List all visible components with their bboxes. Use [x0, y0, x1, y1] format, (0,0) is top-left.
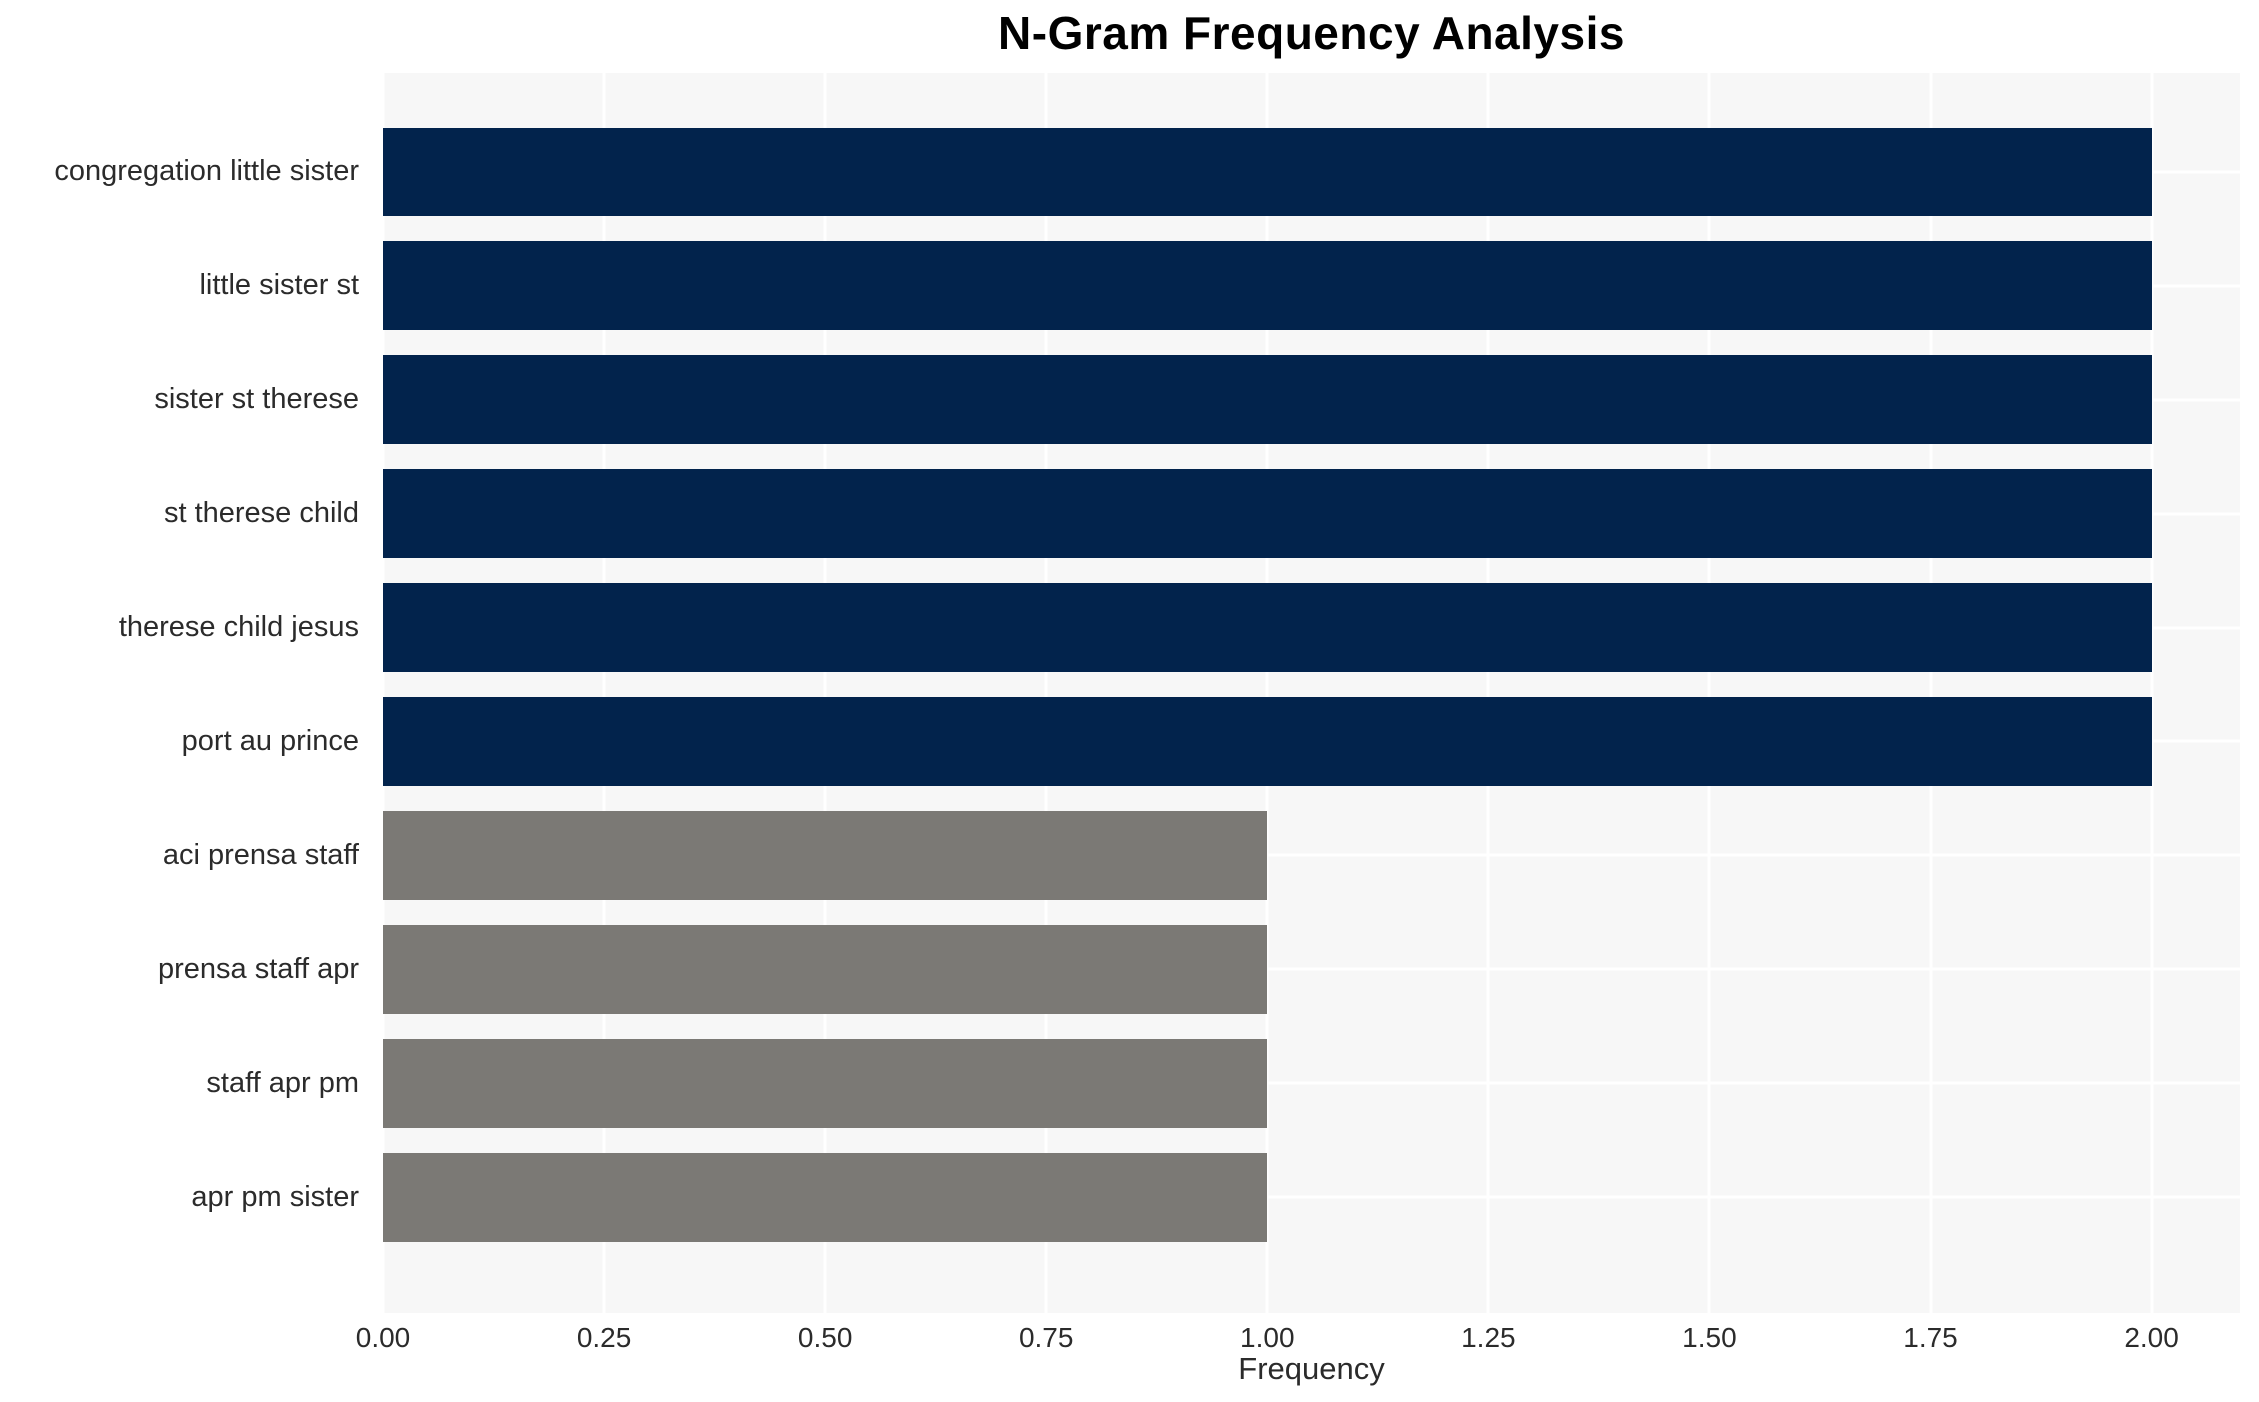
bar-row: staff apr pm: [0, 1026, 2240, 1140]
bar: [383, 697, 2152, 786]
bar-row: therese child jesus: [0, 571, 2240, 685]
gridline-vertical: [1929, 73, 1932, 1313]
bar-track: [383, 115, 2240, 229]
x-tick-label: 1.50: [1682, 1322, 1737, 1353]
x-tick-label: 0.75: [1018, 1322, 1074, 1353]
gridline-horizontal: [383, 853, 2240, 857]
bar-track: [383, 798, 2240, 912]
y-tick-label: congregation little sister: [54, 155, 359, 188]
bar-track: [383, 1140, 2240, 1254]
bar: [383, 355, 2152, 445]
bar-track: [383, 343, 2240, 457]
y-tick-label: apr pm sister: [191, 1180, 359, 1213]
y-tick-label: prensa staff apr: [158, 952, 359, 985]
bar-row: little sister st: [0, 229, 2240, 343]
bar-track: [383, 457, 2240, 571]
gridline-vertical: [1265, 73, 1269, 1313]
bar-track: [383, 912, 2240, 1026]
x-tick-label: 0.50: [797, 1322, 853, 1353]
bar-track: [383, 685, 2240, 799]
bar-track: [383, 1026, 2240, 1140]
gridline-horizontal: [383, 967, 2240, 971]
x-tick-label: 0.00: [355, 1322, 411, 1353]
bar-track: [383, 571, 2240, 685]
y-tick-label: sister st therese: [154, 383, 359, 416]
bar-row: prensa staff apr: [0, 912, 2240, 1026]
gridline-vertical: [823, 73, 827, 1313]
bar-track: [383, 229, 2240, 343]
y-tick-label: aci prensa staff: [162, 838, 359, 871]
bar-row: apr pm sister: [0, 1140, 2240, 1254]
gridline-vertical: [1486, 73, 1490, 1313]
bar-row: sister st therese: [0, 343, 2240, 457]
bar: [383, 924, 1268, 1014]
bar-row: port au prince: [0, 685, 2240, 799]
bar: [383, 127, 2152, 217]
x-tick-label: 1.00: [1240, 1322, 1295, 1353]
bar-row: aci prensa staff: [0, 798, 2240, 912]
gridline-vertical: [1707, 73, 1711, 1313]
bar: [383, 469, 2152, 559]
bar-row: congregation little sister: [0, 115, 2240, 229]
y-tick-label: therese child jesus: [118, 611, 359, 644]
gridline-vertical: [2150, 73, 2154, 1313]
y-tick-label: staff apr pm: [206, 1066, 359, 1099]
x-tick-label: 2.00: [2124, 1322, 2179, 1353]
gridline-horizontal: [383, 1081, 2240, 1085]
gridline-vertical: [602, 73, 606, 1313]
y-tick-label: port au prince: [181, 724, 359, 757]
bar-row: st therese child: [0, 457, 2240, 571]
bar: [383, 1038, 1268, 1128]
gridline-vertical: [381, 73, 385, 1313]
x-tick-label: 1.25: [1461, 1322, 1516, 1353]
bar-rows: congregation little sister little sister …: [0, 73, 2240, 1313]
gridline-horizontal: [383, 1195, 2240, 1199]
bar: [383, 810, 1268, 900]
bar: [383, 583, 2152, 672]
bar: [383, 1152, 1268, 1242]
chart-title: N-Gram Frequency Analysis: [998, 7, 1625, 59]
x-axis-label: Frequency: [1238, 1351, 1385, 1386]
x-tick-label: 1.75: [1903, 1322, 1958, 1353]
y-tick-label: st therese child: [163, 497, 359, 530]
x-tick-label: 0.25: [576, 1322, 632, 1353]
y-tick-label: little sister st: [199, 269, 359, 302]
bar: [383, 241, 2152, 331]
gridline-vertical: [1044, 73, 1048, 1313]
